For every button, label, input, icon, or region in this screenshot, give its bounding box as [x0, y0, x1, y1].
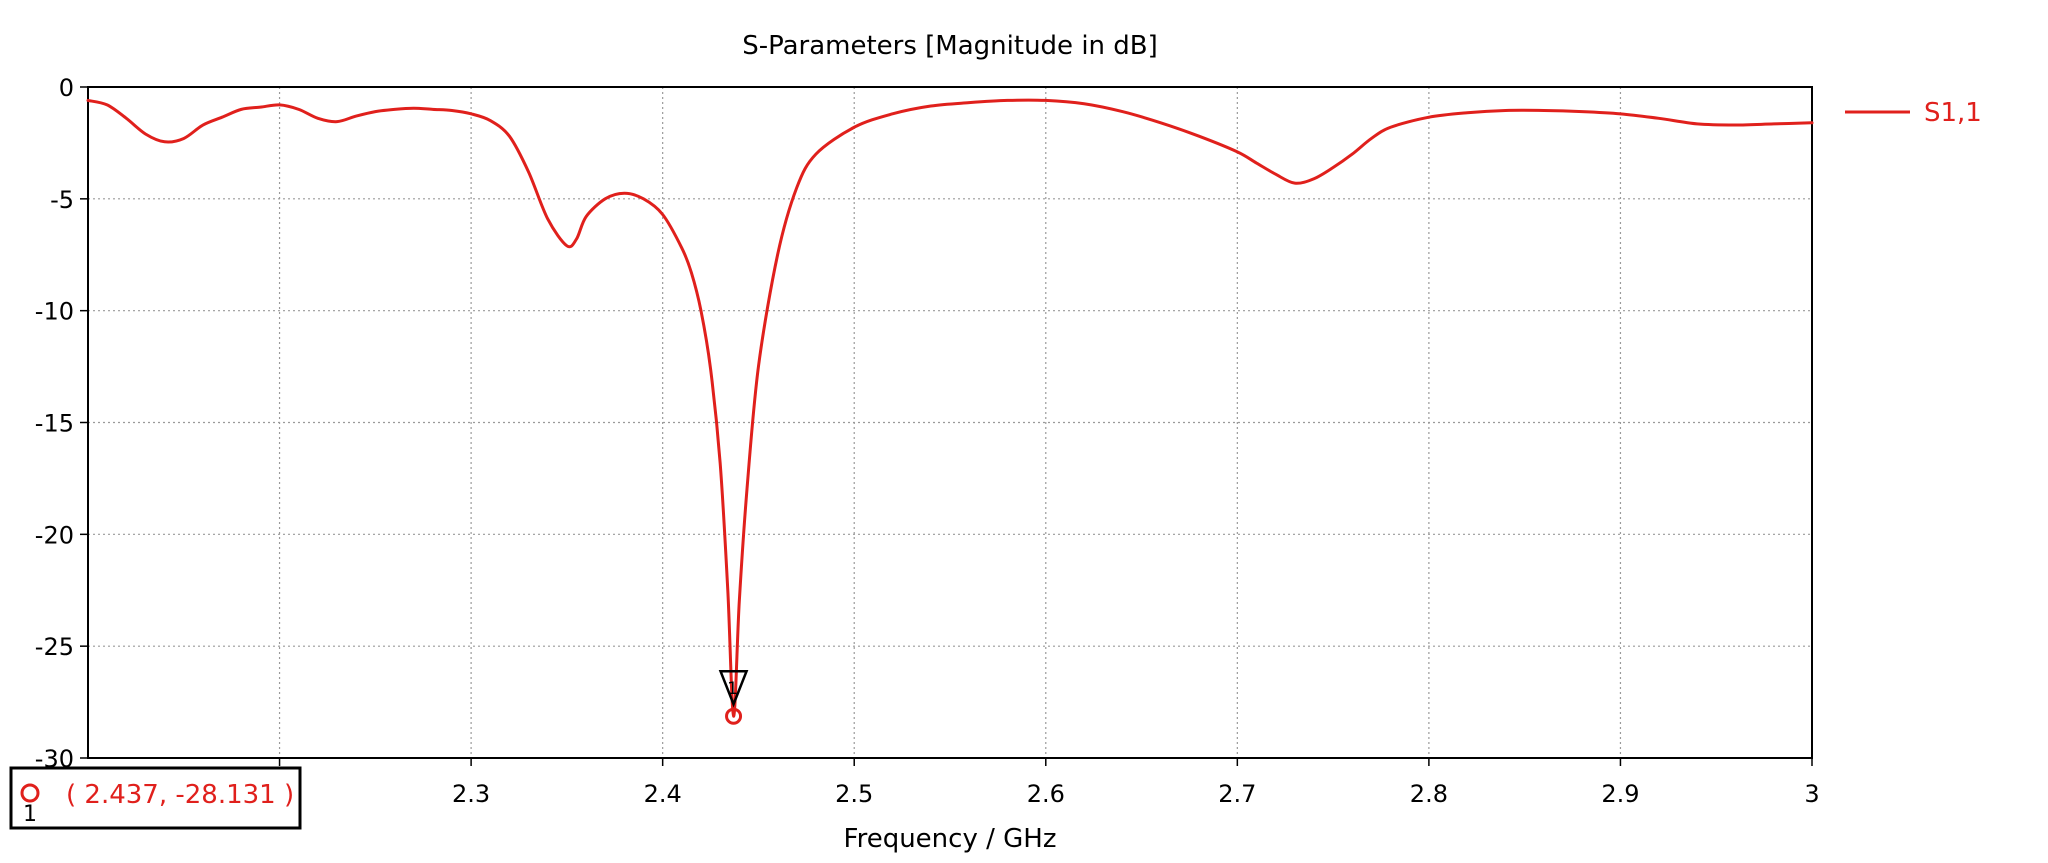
x-tick-label: 2.3	[452, 780, 490, 808]
marker-readout-box: 1 ( 2.437, -28.131 )	[9, 766, 302, 830]
x-tick-label: 2.8	[1410, 780, 1448, 808]
y-tick-label: -15	[35, 410, 74, 438]
x-tick-label: 2.6	[1027, 780, 1065, 808]
x-tick-label: 2.4	[644, 780, 682, 808]
legend-label-s11: S1,1	[1924, 98, 1982, 128]
y-tick-label: -5	[50, 186, 74, 214]
marker-readout-value: ( 2.437, -28.131 )	[66, 780, 294, 810]
marker-triangle-icon[interactable]	[718, 669, 749, 708]
y-tick-label: -25	[35, 633, 74, 661]
plot-frame	[87, 86, 1813, 759]
marker-index-label: 1	[23, 802, 37, 827]
marker-point-icon[interactable]	[725, 707, 743, 725]
marker-layer: 1	[718, 669, 749, 725]
series-layer	[86, 98, 1814, 718]
y-tick-label: -20	[35, 521, 74, 549]
y-tick-label: 0	[59, 74, 74, 102]
grid-lines	[88, 87, 1812, 758]
x-tick-label: 2.7	[1218, 780, 1256, 808]
x-tick-label: 2.5	[835, 780, 873, 808]
series-line-s11[interactable]	[86, 98, 1814, 718]
marker-triangle-index: 1	[727, 679, 738, 699]
marker-circle-icon	[20, 783, 40, 803]
y-tick-label: -10	[35, 298, 74, 326]
legend[interactable]: S1,1	[1845, 98, 1982, 128]
x-axis-label: Frequency / GHz	[844, 824, 1057, 854]
marker-readout-frame	[9, 766, 302, 830]
chart-title: S-Parameters [Magnitude in dB]	[742, 31, 1158, 61]
x-tick-label: 3	[1804, 780, 1819, 808]
axes	[80, 86, 1813, 766]
x-tick-label: 2.9	[1601, 780, 1639, 808]
